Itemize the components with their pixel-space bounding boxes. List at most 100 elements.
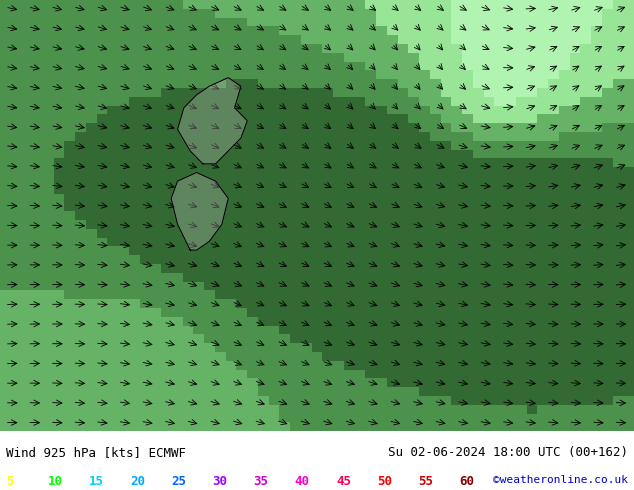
Bar xyxy=(591,238,602,246)
Bar xyxy=(580,405,591,414)
Bar xyxy=(569,114,580,123)
Bar xyxy=(183,317,193,325)
Bar xyxy=(484,361,495,369)
Bar xyxy=(0,71,11,79)
Bar xyxy=(0,238,11,246)
Bar xyxy=(344,308,354,317)
Bar xyxy=(419,114,430,123)
Bar xyxy=(623,299,634,308)
Bar xyxy=(11,176,22,185)
Bar xyxy=(301,317,312,325)
Bar xyxy=(97,378,107,387)
Bar xyxy=(344,343,354,352)
Bar xyxy=(32,369,43,378)
Bar xyxy=(451,35,462,44)
Bar xyxy=(473,317,484,325)
Bar xyxy=(172,185,183,194)
Bar xyxy=(462,405,473,414)
Bar xyxy=(290,238,301,246)
Bar xyxy=(32,308,43,317)
Bar xyxy=(462,0,473,9)
Bar xyxy=(236,369,247,378)
Bar xyxy=(118,149,129,158)
Bar xyxy=(623,273,634,282)
Bar xyxy=(376,361,387,369)
Bar xyxy=(0,352,11,361)
Bar xyxy=(43,9,54,18)
Bar xyxy=(204,264,215,273)
Bar xyxy=(537,317,548,325)
Bar xyxy=(602,176,612,185)
Bar xyxy=(527,9,537,18)
Bar xyxy=(516,44,527,53)
Bar xyxy=(398,194,408,202)
Bar xyxy=(247,26,258,35)
Bar xyxy=(139,352,150,361)
Bar xyxy=(527,114,537,123)
Bar xyxy=(441,62,451,71)
Bar xyxy=(65,220,75,229)
Bar xyxy=(451,88,462,97)
Bar xyxy=(365,299,376,308)
Bar xyxy=(129,255,139,264)
Bar xyxy=(86,229,97,238)
Bar xyxy=(247,282,258,291)
Bar xyxy=(612,132,623,141)
Bar xyxy=(43,369,54,378)
Bar xyxy=(527,44,537,53)
Bar xyxy=(301,211,312,220)
Bar xyxy=(623,308,634,317)
Bar xyxy=(150,299,161,308)
Bar xyxy=(11,158,22,167)
Bar xyxy=(139,88,150,97)
Bar xyxy=(569,106,580,114)
Bar xyxy=(516,361,527,369)
Bar xyxy=(150,317,161,325)
Bar xyxy=(312,0,322,9)
Bar xyxy=(580,88,591,97)
Bar xyxy=(333,62,344,71)
Bar xyxy=(462,35,473,44)
Bar xyxy=(161,71,172,79)
Bar xyxy=(516,114,527,123)
Bar xyxy=(129,26,139,35)
Bar xyxy=(22,378,32,387)
Bar xyxy=(527,246,537,255)
Bar xyxy=(312,176,322,185)
Bar xyxy=(129,44,139,53)
Bar xyxy=(344,53,354,62)
Bar xyxy=(441,282,451,291)
Bar xyxy=(505,220,516,229)
Bar xyxy=(580,44,591,53)
Bar xyxy=(204,343,215,352)
Bar xyxy=(65,202,75,211)
Bar xyxy=(527,106,537,114)
Bar xyxy=(172,211,183,220)
Bar xyxy=(139,158,150,167)
Bar xyxy=(623,291,634,299)
Bar xyxy=(419,308,430,317)
Bar xyxy=(580,369,591,378)
Bar xyxy=(269,185,280,194)
Bar xyxy=(86,106,97,114)
Bar xyxy=(183,88,193,97)
Bar xyxy=(65,44,75,53)
Bar xyxy=(505,26,516,35)
Bar xyxy=(54,167,65,176)
Bar xyxy=(32,405,43,414)
Bar xyxy=(408,229,419,238)
Bar xyxy=(65,299,75,308)
Bar xyxy=(548,141,559,149)
Bar xyxy=(139,176,150,185)
Bar xyxy=(139,422,150,431)
Bar xyxy=(65,62,75,71)
Bar xyxy=(322,361,333,369)
Bar xyxy=(322,106,333,114)
Bar xyxy=(258,291,269,299)
Bar xyxy=(150,405,161,414)
Bar xyxy=(280,123,290,132)
Bar xyxy=(32,106,43,114)
Bar xyxy=(462,282,473,291)
Bar xyxy=(312,44,322,53)
Bar xyxy=(484,229,495,238)
